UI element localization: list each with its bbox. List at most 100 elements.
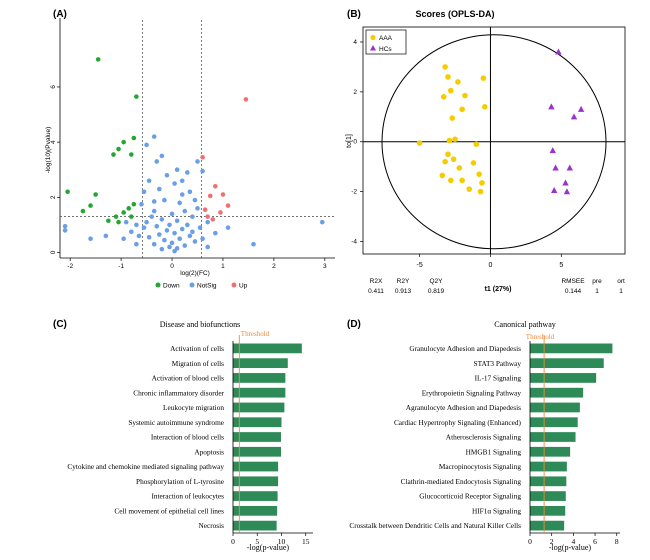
- b-point-aaa: [459, 177, 465, 184]
- c-x-tick-label: 0: [231, 537, 235, 546]
- d-category-label-7: HMGB1 Signaling: [466, 447, 522, 456]
- c-category-label-8: Cytokine and chemokine mediated signalin…: [67, 462, 224, 471]
- d-category-label-3: Erythropoietin Signaling Pathway: [422, 388, 522, 397]
- b-x-tick-label: 0: [489, 262, 493, 269]
- a-point-notsig: [169, 211, 175, 217]
- a-point-notsig: [121, 236, 126, 241]
- a-point-notsig: [151, 241, 157, 247]
- b-legend-marker-hcs: [370, 45, 376, 51]
- a-point-down: [121, 139, 126, 145]
- a-point-notsig: [205, 244, 210, 250]
- b-point-aaa: [456, 165, 463, 171]
- panel-b-label: (B): [347, 9, 361, 20]
- a-point-notsig: [151, 208, 157, 214]
- a-y-tick-label: 6: [50, 85, 57, 89]
- a-point-up: [202, 207, 208, 213]
- b-point-hcs: [570, 113, 578, 120]
- a-point-notsig: [146, 235, 152, 240]
- a-point-notsig: [157, 232, 162, 237]
- c-category-label-4: Leukocyte migration: [163, 403, 224, 412]
- a-point-down: [93, 192, 98, 197]
- a-point-notsig: [192, 197, 198, 203]
- a-x-label: log(2)(FC): [180, 270, 210, 277]
- d-bar-11: [530, 505, 566, 516]
- a-point-notsig: [174, 218, 180, 224]
- a-point-notsig: [174, 167, 180, 173]
- a-point-notsig: [159, 153, 165, 159]
- a-point-notsig: [190, 229, 195, 235]
- panel-d: (D) Canonical pathway Threshold Granuloc…: [347, 319, 620, 552]
- c-x-tick-label: 15: [302, 537, 310, 546]
- d-bar-3: [530, 387, 584, 398]
- d-bar-2: [530, 373, 597, 383]
- a-point-notsig: [251, 241, 256, 247]
- c-bar-3: [233, 387, 286, 398]
- c-category-label-0: Activation of cells: [170, 344, 224, 353]
- a-point-up: [220, 192, 226, 197]
- a-point-notsig: [141, 225, 147, 230]
- panel-c-label: (C): [53, 319, 67, 330]
- a-point-notsig: [159, 246, 165, 252]
- b-point-hcs: [577, 105, 585, 112]
- a-legend-marker-0: [155, 282, 161, 288]
- b-x-label: t1 (27%): [485, 286, 512, 293]
- b-point-aaa: [448, 87, 454, 94]
- a-legend-label-0: Down: [163, 283, 180, 290]
- b-point-aaa: [459, 106, 465, 113]
- d-category-label-11: HIF1α Signaling: [472, 506, 521, 515]
- b-point-aaa: [462, 92, 468, 99]
- a-point-up: [243, 97, 249, 102]
- b-x-tick-label: 5: [559, 262, 563, 269]
- d-bar-4: [530, 402, 580, 413]
- a-point-notsig: [151, 134, 157, 139]
- a-point-notsig: [195, 159, 200, 164]
- a-point-down: [121, 210, 126, 215]
- d-bar-0: [530, 343, 613, 354]
- a-y-tick-label: 2: [50, 195, 57, 199]
- b-y-label: to[1]: [346, 134, 353, 148]
- a-point-notsig: [123, 219, 129, 225]
- a-y-tick-label: 4: [50, 140, 57, 144]
- a-point-notsig: [179, 178, 185, 184]
- b-point-aaa: [476, 171, 482, 177]
- a-point-down: [126, 206, 132, 211]
- a-legend-marker-1: [189, 282, 195, 288]
- a-point-up: [225, 203, 231, 208]
- d-x-tick-label: 2: [550, 537, 554, 546]
- a-point-down: [131, 201, 137, 207]
- b-axes: -5 0 5 4 2 0 -2 -4: [351, 27, 625, 269]
- a-point-notsig: [200, 236, 205, 241]
- b-title: Scores (OPLS-DA): [415, 9, 494, 19]
- a-point-down: [88, 203, 93, 208]
- b-point-hcs: [548, 103, 555, 110]
- b-point-aaa: [440, 94, 447, 100]
- b-point-hcs: [555, 48, 562, 55]
- a-point-notsig: [225, 225, 231, 230]
- a-point-notsig: [187, 189, 193, 195]
- a-y-label: -log(10)(Pvalue): [45, 127, 52, 174]
- b-y-tick-label: 2: [353, 89, 357, 96]
- c-bar-11: [233, 505, 278, 516]
- d-category-label-9: Clathrin-mediated Endocytosis Signaling: [401, 477, 522, 486]
- b-point-aaa: [449, 115, 456, 121]
- a-point-notsig: [134, 222, 139, 228]
- a-point-notsig: [159, 217, 165, 222]
- b-y-tick-label: -4: [351, 239, 357, 246]
- a-x-tick-label: 3: [323, 263, 327, 270]
- a-point-down: [113, 214, 119, 219]
- a-point-notsig: [154, 159, 160, 164]
- a-point-notsig: [185, 222, 190, 228]
- a-x-tick-label: -1: [118, 263, 124, 270]
- d-category-label-4: Agranulocyte Adhesion and Diapedesis: [406, 403, 521, 412]
- c-category-label-7: Apoptosis: [194, 447, 224, 456]
- b-stat-value-q2y: 0.819: [428, 288, 445, 295]
- b-point-aaa: [446, 137, 453, 144]
- b-point-aaa: [479, 180, 485, 186]
- a-point-notsig: [144, 219, 149, 225]
- a-legend-label-2: Up: [239, 283, 248, 290]
- volcano-plot: -2 -1 0 1 2 3 0 2 4 6 log(2)(FC) -log(10)(Pvalue)…: [45, 18, 335, 290]
- b-stats: R2X 0.411 R2Y 0.913 Q2Y 0.819 RMSEE 0.144 pre 1 or…: [368, 278, 625, 295]
- a-point-notsig: [213, 230, 218, 236]
- a-x-tick-label: 0: [170, 263, 174, 270]
